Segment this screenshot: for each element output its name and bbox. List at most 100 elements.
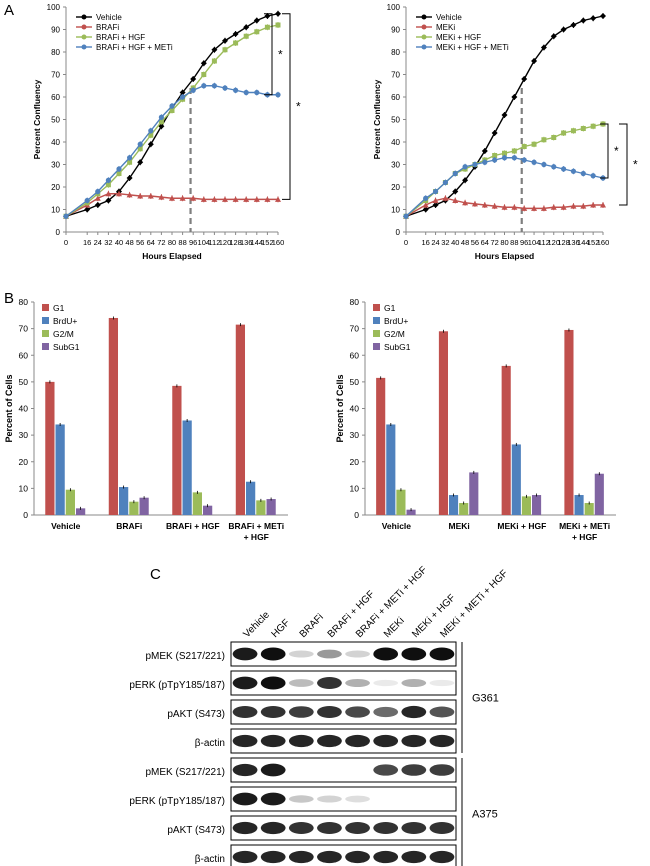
legend-marker-vehicle: [421, 14, 427, 20]
blot-band: [401, 678, 427, 688]
x-tick-label: 128: [557, 238, 570, 247]
x-tick-label: 40: [451, 238, 459, 247]
legend-label-subg1: SubG1: [384, 342, 411, 352]
bar-g2m: [521, 496, 531, 515]
y-tick-label: 10: [51, 206, 60, 215]
legend-label-vehicle: Vehicle: [96, 13, 122, 22]
blot-band: [288, 795, 314, 803]
bar-subg1: [266, 499, 276, 515]
y-tick-label: 30: [391, 161, 400, 170]
data-point: [531, 159, 537, 165]
blot-band: [401, 647, 427, 661]
x-tick-label: 104: [528, 238, 541, 247]
legend-swatch-brdu: [42, 317, 49, 324]
data-point: [190, 87, 196, 93]
data-point: [137, 193, 144, 199]
data-point: [481, 148, 488, 154]
data-point: [600, 202, 606, 208]
y-tick-label: 60: [391, 93, 400, 102]
y-tick-label: 90: [391, 26, 400, 35]
data-point: [501, 155, 508, 161]
data-point: [200, 196, 207, 202]
y-tick-label: 0: [56, 228, 61, 237]
blot-band: [260, 850, 286, 864]
legend-label-inhibitor_hgf: BRAFi + HGF: [96, 33, 145, 42]
data-point: [491, 203, 498, 209]
x-tick-label: 40: [115, 238, 123, 247]
category-label: Vehicle: [51, 521, 81, 531]
bar-g2m: [129, 501, 139, 515]
cell-line-label: A375: [472, 809, 498, 821]
y-tick-label: 70: [350, 324, 360, 334]
blot-group-G361: pMEK (S217/221) pERK (pTpY185/187) pAKT (S…: [129, 641, 499, 754]
x-tick-label: 56: [136, 238, 144, 247]
data-point: [541, 161, 547, 168]
blot-band: [317, 649, 342, 659]
blot-band: [345, 706, 370, 718]
data-point: [590, 173, 596, 179]
data-point: [462, 164, 468, 170]
data-point: [222, 37, 228, 44]
data-point: [222, 85, 228, 91]
data-point: [501, 112, 508, 118]
legend-label-inhibitor: MEKi: [436, 23, 455, 32]
data-point: [254, 89, 260, 96]
lane-label: HGF: [270, 617, 293, 640]
blot-strip: [230, 844, 457, 866]
x-tick-label: 160: [597, 238, 610, 247]
bar-subg1: [139, 497, 149, 515]
data-point: [264, 24, 270, 30]
data-point: [116, 171, 122, 176]
data-point: [211, 46, 218, 53]
x-tick-label: 56: [471, 238, 479, 247]
data-point: [570, 168, 577, 174]
bar-g1: [376, 377, 386, 515]
y-tick-label: 10: [391, 206, 400, 215]
x-tick-label: 88: [178, 238, 186, 247]
blot-band: [260, 763, 286, 777]
data-point: [541, 137, 547, 143]
data-point: [147, 193, 154, 199]
data-point: [126, 175, 133, 181]
blot-row-label: β-actin: [195, 738, 225, 749]
x-tick-label: 32: [441, 238, 449, 247]
data-point: [158, 114, 164, 120]
y-tick-label: 50: [350, 377, 360, 387]
data-point: [116, 166, 122, 172]
bar-brdu: [511, 444, 521, 515]
y-tick-label: 0: [354, 510, 359, 520]
bar-subg1: [75, 508, 86, 515]
y-tick-label: 80: [19, 297, 29, 307]
panel-label-c: C: [150, 566, 161, 583]
sig-bracket-outer: [619, 123, 628, 206]
data-point: [253, 17, 260, 24]
data-point: [211, 196, 218, 202]
y-tick-label: 30: [51, 161, 60, 170]
data-point: [201, 72, 207, 77]
y-tick-label: 10: [19, 483, 29, 493]
data-point: [432, 188, 439, 195]
data-point: [137, 146, 143, 152]
bar-g1: [172, 385, 182, 515]
data-point: [482, 159, 488, 165]
y-tick-label: 20: [350, 457, 360, 467]
cell-line-label: G361: [472, 693, 499, 705]
y-tick-label: 100: [47, 3, 61, 12]
blot-band: [232, 821, 258, 835]
series-line: [65, 24, 279, 217]
y-tick-label: 70: [19, 324, 29, 334]
data-point: [511, 155, 517, 161]
x-tick-label: 144: [251, 238, 264, 247]
data-point: [179, 195, 186, 201]
data-point: [560, 26, 567, 33]
data-point: [243, 89, 249, 96]
data-point: [190, 195, 197, 201]
data-point: [179, 89, 186, 96]
data-point: [580, 17, 587, 24]
legend-label-g1: G1: [53, 303, 65, 313]
y-tick-label: 50: [19, 377, 29, 387]
blot-band: [401, 734, 427, 748]
data-point: [580, 170, 586, 177]
blot-band: [429, 822, 455, 834]
data-point: [521, 157, 527, 163]
